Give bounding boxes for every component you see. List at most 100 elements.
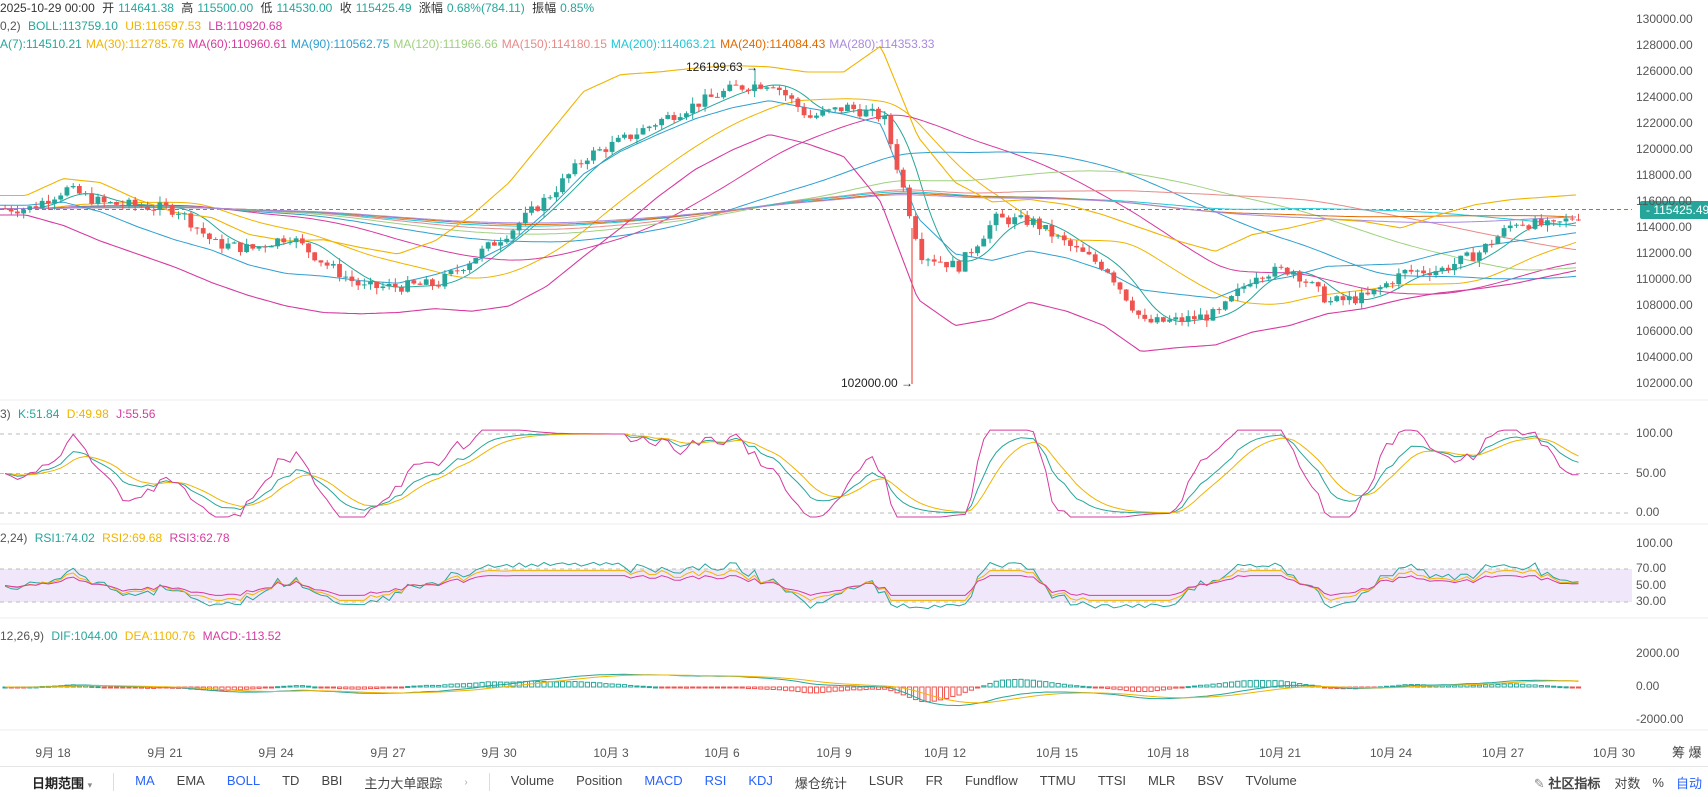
candle-body <box>1371 289 1377 295</box>
candle-body <box>151 209 157 211</box>
candle-body <box>436 285 442 287</box>
date-range-button[interactable]: 日期范围 ▾ <box>32 773 92 792</box>
price-axis-tick: 128000.00 <box>1636 38 1693 52</box>
sub-indicator-7[interactable]: FR <box>925 772 943 788</box>
boll-lb-value: LB:110920.68 <box>208 19 283 33</box>
sub-indicator-11[interactable]: MLR <box>1147 772 1176 788</box>
candle-body <box>702 94 708 107</box>
chevron-right-icon[interactable]: › <box>464 776 468 788</box>
candle-body <box>1470 252 1476 261</box>
candle-body <box>1563 218 1569 222</box>
sub-indicator-0[interactable]: Volume <box>510 772 555 788</box>
candle-body <box>1476 252 1482 261</box>
kdj-params: 3) <box>0 407 11 421</box>
main-indicator-3[interactable]: TD <box>282 772 300 788</box>
main-indicator-0[interactable]: MA <box>135 772 155 788</box>
main-indicator-4[interactable]: BBI <box>321 772 343 788</box>
macd-histogram-bar <box>1470 684 1476 688</box>
sub-indicator-12[interactable]: BSV <box>1197 772 1224 788</box>
sub-indicator-4[interactable]: KDJ <box>748 772 773 788</box>
macd-histogram-bar <box>1198 684 1204 688</box>
candle-body <box>1030 218 1036 225</box>
log-scale-button[interactable]: 对数 <box>1614 775 1641 791</box>
candle-body <box>1173 317 1179 320</box>
macd-histogram-bar <box>1253 679 1259 688</box>
price-axis-tick: 122000.00 <box>1636 116 1693 130</box>
candle-body <box>1315 282 1321 287</box>
candle-body <box>361 284 367 286</box>
candle-body <box>231 242 237 244</box>
price-axis-tick: 106000.00 <box>1636 324 1693 338</box>
candle-body <box>993 213 999 226</box>
macd-histogram-bar <box>89 685 95 688</box>
macd-histogram-bar <box>306 685 312 688</box>
macd-histogram-bar <box>355 686 361 690</box>
candlestick-chart[interactable] <box>0 0 1708 766</box>
last-price-tag: - 115425.49 <box>1640 201 1708 219</box>
candle-body <box>894 144 900 170</box>
kdj-axis-tick: 0.00 <box>1636 505 1660 519</box>
macd-histogram-bar <box>634 685 640 688</box>
candle-body <box>1018 215 1024 218</box>
candle-body <box>132 199 138 206</box>
macd-histogram-bar <box>981 685 987 688</box>
candle-body <box>919 238 925 261</box>
candle-body <box>820 110 826 116</box>
sub-indicator-1[interactable]: Position <box>576 772 623 788</box>
candle-body <box>194 227 200 229</box>
candle-body <box>857 109 863 117</box>
candle-body <box>417 283 423 285</box>
candle-body <box>268 246 274 248</box>
candle-body <box>1334 296 1340 302</box>
macd-histogram-bar <box>621 684 628 688</box>
date-axis-tick: 10月 9 <box>816 746 852 760</box>
candle-body <box>1402 269 1408 274</box>
sub-indicator-6[interactable]: LSUR <box>868 772 904 788</box>
macd-histogram-bar <box>553 681 559 688</box>
candle-body <box>944 261 949 268</box>
rsi3-value: RSI3:62.78 <box>169 531 230 545</box>
macd-histogram-bar <box>646 686 652 689</box>
sub-indicator-9[interactable]: TTMU <box>1039 772 1076 788</box>
main-indicator-5[interactable]: 主力大单跟踪 <box>364 775 443 791</box>
candle-body <box>392 283 398 288</box>
candle-body <box>1390 283 1395 285</box>
sub-indicator-5[interactable]: 爆仓统计 <box>794 775 847 791</box>
low-annotation: 102000.00 → <box>841 376 914 390</box>
price-axis-tick: 112000.00 <box>1636 246 1692 260</box>
community-indicators-button[interactable]: ✎ 社区指标 <box>1534 773 1601 792</box>
candle-body <box>2 208 8 210</box>
kdj-j-line <box>4 429 1579 518</box>
candle-body <box>876 108 881 120</box>
macd-histogram-bar <box>733 686 739 689</box>
macd-histogram-bar <box>460 683 467 688</box>
sub-indicator-3[interactable]: RSI <box>704 772 727 788</box>
macd-histogram-bar <box>708 686 714 689</box>
date-axis-tick: 9月 18 <box>35 746 71 760</box>
sub-indicator-10[interactable]: TTSI <box>1097 772 1126 788</box>
candle-body <box>1322 286 1327 303</box>
candle-body <box>287 242 293 244</box>
sub-indicator-2[interactable]: MACD <box>644 772 683 788</box>
candle-body <box>45 200 51 204</box>
candle-body <box>1278 266 1284 268</box>
candle-body <box>1532 218 1538 229</box>
candle-body <box>1049 224 1055 237</box>
kdj-d-line <box>5 433 1579 514</box>
candle-body <box>516 223 522 231</box>
sub-indicator-13[interactable]: TVolume <box>1245 772 1297 788</box>
candle-body <box>380 286 386 289</box>
candle-date: 2025-10-29 00:00 <box>0 1 95 15</box>
macd-histogram-bar <box>1266 680 1272 688</box>
macd-histogram-bar <box>584 681 590 688</box>
macd-histogram-bar <box>256 686 262 689</box>
candle-body <box>634 134 640 139</box>
percent-scale-button[interactable]: % <box>1652 774 1664 790</box>
macd-histogram-bar <box>1495 683 1501 688</box>
sub-indicator-8[interactable]: Fundflow <box>964 772 1018 788</box>
auto-scale-button[interactable]: 自动 <box>1675 775 1702 791</box>
macd-histogram-bar <box>244 686 250 690</box>
main-indicator-1[interactable]: EMA <box>176 772 205 788</box>
candle-body <box>1099 261 1104 270</box>
main-indicator-2[interactable]: BOLL <box>226 772 261 788</box>
